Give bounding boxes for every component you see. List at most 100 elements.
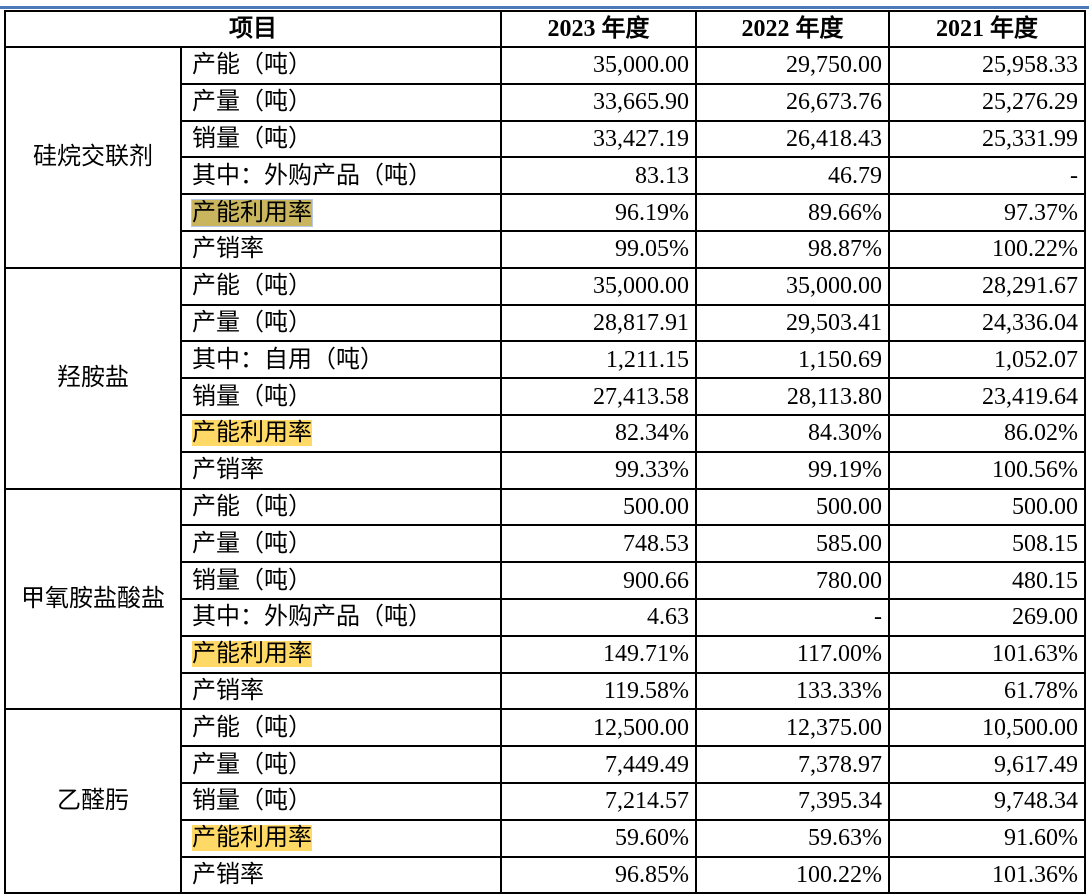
row-label: 产销率 (192, 861, 264, 888)
value-cell: 4.63 (500, 597, 697, 637)
row-label-cell: 产量（吨） (180, 745, 502, 784)
value-cell: 24,336.04 (888, 303, 1086, 343)
header-year-2022: 2022 年度 (695, 10, 890, 48)
value-cell: 23,419.64 (888, 377, 1086, 416)
row-label: 产销率 (192, 457, 264, 484)
row-label: 销量（吨） (192, 383, 312, 410)
table-row: 产能利用率 149.71% 117.00% 101.63% (5, 634, 1086, 674)
value-cell: 10,500.00 (888, 708, 1086, 748)
row-label-cell: 产销率 (180, 229, 502, 269)
value-cell: 59.63% (695, 818, 890, 858)
row-label: 产量（吨） (192, 751, 312, 778)
value-cell: 99.19% (695, 450, 890, 490)
row-label-cell: 销量（吨） (180, 119, 502, 159)
value-cell: 28,817.91 (500, 303, 697, 343)
value-cell: 25,276.29 (888, 82, 1086, 122)
row-label: 销量（吨） (192, 567, 312, 594)
value-cell: 99.05% (500, 229, 697, 269)
table-row: 销量（吨） 33,427.19 26,418.43 25,331.99 (5, 119, 1086, 159)
value-cell: 29,750.00 (695, 46, 890, 85)
value-cell: 480.15 (888, 561, 1086, 600)
value-cell: 500.00 (888, 487, 1086, 527)
row-label-cell: 其中：外购产品（吨） (180, 156, 502, 196)
value-cell: 7,395.34 (695, 781, 890, 821)
row-label-cell: 产能利用率 (180, 818, 502, 858)
row-label-cell: 其中：自用（吨） (180, 340, 502, 380)
row-label-cell: 产能利用率 (180, 413, 502, 453)
row-label-cell: 产销率 (180, 671, 502, 711)
table-row: 甲氧胺盐酸盐 产能（吨） 500.00 500.00 500.00 (4, 487, 1086, 711)
table-row: 羟胺盐 产能（吨） 35,000.00 35,000.00 28,291.67 (4, 266, 1086, 490)
value-cell: 269.00 (888, 597, 1086, 637)
value-cell: 29,503.41 (695, 303, 890, 343)
value-cell: 9,748.34 (888, 781, 1086, 821)
row-label-cell: 产能（吨） (180, 266, 502, 306)
row-label: 产量（吨） (192, 309, 312, 336)
value-cell: - (888, 156, 1086, 196)
value-cell: 27,413.58 (500, 377, 697, 416)
value-cell: 97.37% (888, 193, 1086, 232)
value-cell: 86.02% (888, 413, 1086, 453)
value-cell: 7,378.97 (695, 745, 890, 784)
table-row: 硅烷交联剂 产能（吨） 35,000.00 29,750.00 25,958.33 (4, 46, 1086, 269)
row-label-cell: 产能利用率 (180, 193, 502, 232)
value-cell: 33,427.19 (500, 119, 697, 159)
value-cell: 28,113.80 (695, 377, 890, 416)
row-label-cell: 产量（吨） (180, 303, 502, 343)
row-label-cell: 销量（吨） (180, 561, 502, 600)
header-year-2021: 2021 年度 (888, 10, 1086, 48)
table-row: 产能利用率 96.19% 89.66% 97.37% (5, 193, 1086, 232)
highlighted-row-label: 产能利用率 (191, 198, 313, 227)
table-row: 产能利用率 59.60% 59.63% 91.60% (5, 818, 1086, 858)
row-label: 销量（吨） (192, 125, 312, 152)
row-label-cell: 产销率 (180, 855, 502, 894)
value-cell: 149.71% (500, 634, 697, 674)
top-rule (0, 6, 1089, 9)
value-cell: 59.60% (500, 818, 697, 858)
value-cell: 117.00% (695, 634, 890, 674)
table-row: 产销率 119.58% 133.33% 61.78% (5, 671, 1086, 711)
value-cell: 133.33% (695, 671, 890, 711)
value-cell: 101.36% (888, 855, 1086, 894)
row-label: 其中：外购产品（吨） (192, 162, 432, 189)
table-row: 产量（吨） 33,665.90 26,673.76 25,276.29 (5, 82, 1086, 122)
row-label: 产销率 (192, 236, 264, 263)
table-row: 产销率 99.33% 99.19% 100.56% (5, 450, 1086, 490)
value-cell: 500.00 (695, 487, 890, 527)
value-cell: 82.34% (500, 413, 697, 453)
row-label: 产能（吨） (192, 493, 312, 520)
product-category: 硅烷交联剂 (4, 46, 182, 269)
value-cell: 119.58% (500, 671, 697, 711)
product-category: 乙醛肟 (4, 708, 182, 894)
value-cell: 1,150.69 (695, 340, 890, 380)
value-cell: - (695, 597, 890, 637)
capacity-production-sales-table: 项目 2023 年度 2022 年度 2021 年度 硅烷交联剂 产能（吨） 35,… (4, 10, 1086, 894)
table-row: 产量（吨） 28,817.91 29,503.41 24,336.04 (5, 303, 1086, 343)
table-row: 乙醛肟 产能（吨） 12,500.00 12,375.00 10,500.00 (4, 708, 1086, 894)
row-label-cell: 产能利用率 (180, 634, 502, 674)
value-cell: 12,500.00 (500, 708, 697, 748)
value-cell: 99.33% (500, 450, 697, 490)
value-cell: 89.66% (695, 193, 890, 232)
table-row: 产量（吨） 7,449.49 7,378.97 9,617.49 (5, 745, 1086, 784)
value-cell: 585.00 (695, 524, 890, 564)
value-cell: 26,418.43 (695, 119, 890, 159)
value-cell: 35,000.00 (500, 266, 697, 306)
row-label: 其中：外购产品（吨） (192, 604, 432, 631)
row-label-cell: 产能（吨） (180, 708, 502, 748)
value-cell: 9,617.49 (888, 745, 1086, 784)
row-label: 产能（吨） (192, 52, 312, 79)
row-label-cell: 销量（吨） (180, 781, 502, 821)
value-cell: 780.00 (695, 561, 890, 600)
value-cell: 25,958.33 (888, 46, 1086, 85)
value-cell: 500.00 (500, 487, 697, 527)
value-cell: 28,291.67 (888, 266, 1086, 306)
row-label-cell: 产量（吨） (180, 524, 502, 564)
row-label: 产量（吨） (192, 530, 312, 557)
table-row: 其中：外购产品（吨） 4.63-269.00 (5, 597, 1086, 637)
value-cell: 35,000.00 (500, 46, 697, 85)
row-label: 产能（吨） (192, 714, 312, 741)
table-row: 产销率 96.85% 100.22% 101.36% (5, 855, 1086, 894)
value-cell: 35,000.00 (695, 266, 890, 306)
table-row: 销量（吨） 7,214.57 7,395.34 9,748.34 (5, 781, 1086, 821)
